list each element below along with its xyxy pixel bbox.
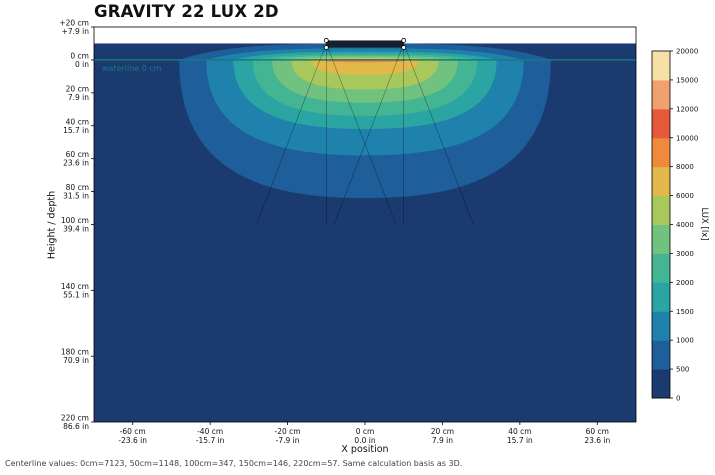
colorbar-segment — [652, 311, 670, 341]
colorbar-segment — [652, 51, 670, 81]
colorbar-tick-label: 0 — [676, 395, 680, 403]
colorbar-segment — [652, 108, 670, 139]
x-tick-label-inch: 0.0 in — [354, 436, 375, 445]
beam-line — [333, 43, 404, 225]
colorbar-tick-label: 12000 — [676, 105, 698, 113]
beam-line — [256, 43, 327, 225]
y-tick-label-inch: 0 in — [75, 60, 89, 69]
x-tick-label: -60 cm — [120, 427, 146, 436]
lux-contour-6000 — [310, 58, 420, 75]
x-tick-label: 60 cm — [586, 427, 609, 436]
overlay-layer: waterline 0 cm — [94, 38, 636, 225]
colorbar-segment — [652, 340, 670, 370]
fixture-handle-left-low — [323, 45, 329, 50]
y-tick-label-inch: 39.4 in — [63, 225, 89, 234]
beam-line — [403, 43, 474, 225]
colorbar-tick-label: 20000 — [676, 48, 698, 56]
y-tick-label: 80 cm — [66, 183, 89, 192]
colorbar-tick-label: 8000 — [676, 163, 694, 171]
air-region — [94, 27, 636, 44]
y-tick-label-inch: +7.9 in — [62, 27, 90, 36]
x-tick-label-inch: 23.6 in — [584, 436, 610, 445]
colorbar-tick-label: 15000 — [676, 76, 698, 84]
y-tick-label-inch: 86.6 in — [63, 422, 89, 431]
colorbar-segment — [652, 195, 670, 225]
colorbar-tick-label: 3000 — [676, 250, 694, 258]
x-tick-label-inch: -23.6 in — [118, 436, 147, 445]
x-axis-label: X position — [341, 444, 389, 455]
y-tick-label: 0 cm — [70, 51, 89, 60]
fixture-body — [326, 40, 404, 48]
colorbar-segment — [652, 369, 670, 399]
colorbar-tick-label: 4000 — [676, 221, 694, 229]
colorbar-tick-label: 500 — [676, 366, 689, 374]
y-tick-label: 220 cm — [61, 414, 89, 423]
y-tick-label: 40 cm — [66, 117, 89, 126]
y-axis-label: Height / depth — [46, 190, 58, 260]
colorbar-segment — [652, 166, 670, 197]
y-tick-label: 60 cm — [66, 150, 89, 159]
x-tick-label: 20 cm — [431, 427, 454, 436]
colorbar-segment — [652, 253, 670, 283]
colorbar: 0 500 1000 1500 2000 3000 4000 6000 8000 10000 120… — [651, 48, 698, 403]
colorbar-segment — [652, 79, 670, 110]
x-tick-label: 40 cm — [508, 427, 531, 436]
colorbar-label: LUX [lx] — [699, 207, 709, 241]
x-tick-label: 0 cm — [356, 427, 375, 436]
colorbar-segment — [652, 224, 670, 254]
x-tick-label: -40 cm — [197, 427, 223, 436]
y-tick-label-inch: 55.1 in — [63, 290, 89, 299]
y-tick-label-inch: 15.7 in — [63, 126, 89, 135]
lux-contour-layer — [94, 27, 636, 422]
chart-title: GRAVITY 22 LUX 2D — [94, 2, 279, 21]
colorbar-segment — [652, 282, 670, 312]
x-tick-label-inch: 15.7 in — [507, 436, 533, 445]
beam-line — [326, 43, 397, 225]
colorbar-tick-label: 10000 — [676, 134, 698, 142]
colorbar-tick-label: 6000 — [676, 192, 694, 200]
waterline-label: waterline 0 cm — [102, 64, 162, 73]
x-tick-label: -20 cm — [275, 427, 301, 436]
fixture-handle-left — [323, 38, 329, 43]
axes-layer: -60 cm-23.6 in -40 cm-15.7 in -20 cm-7.9 i… — [59, 19, 637, 445]
y-tick-label: 20 cm — [66, 84, 89, 93]
y-tick-label-inch: 23.6 in — [63, 159, 89, 168]
colorbar-tick-label: 2000 — [676, 279, 694, 287]
y-tick-label-inch: 70.9 in — [63, 356, 89, 365]
x-tick-label-inch: -15.7 in — [196, 436, 225, 445]
x-tick-label-inch: -7.9 in — [276, 436, 300, 445]
fixture-handle-right-low — [401, 45, 407, 50]
y-tick-label-inch: 7.9 in — [68, 93, 89, 102]
x-tick-label-inch: 7.9 in — [432, 436, 453, 445]
fixture-handle-right — [401, 38, 407, 43]
colorbar-tick-label: 1500 — [676, 308, 694, 316]
y-tick-label: +20 cm — [59, 19, 89, 28]
y-tick-label: 100 cm — [61, 216, 89, 225]
colorbar-tick-label: 1000 — [676, 337, 694, 345]
y-tick-label-inch: 31.5 in — [63, 192, 89, 201]
footer-note: Centerline values: 0cm=7123, 50cm=1148, … — [5, 459, 463, 468]
colorbar-segment — [652, 137, 670, 168]
y-tick-label: 140 cm — [61, 282, 89, 291]
y-tick-label: 180 cm — [61, 348, 89, 357]
